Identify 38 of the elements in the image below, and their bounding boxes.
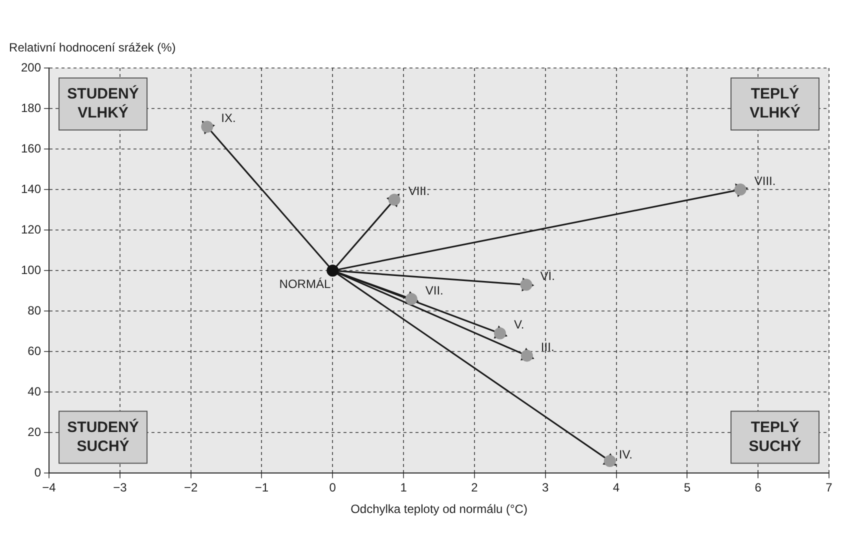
x-axis-title: Odchylka teploty od normálu (°C) [350,502,528,516]
x-tick-label: 0 [329,480,336,495]
annotation: VIII. [754,174,776,188]
annotation: TEPLÝ VLHKÝ [750,84,800,122]
x-tick-label: 1 [400,480,408,495]
y-tick-label: 100 [20,262,42,277]
y-tick-label: 120 [20,222,42,236]
x-tick-label: 5 [684,480,691,495]
y-tick-label: 140 [20,182,42,196]
y-tick-label: 200 [20,60,42,74]
y-tick-label: 60 [28,344,42,358]
annotation: IX. [221,111,236,126]
annotation: VI. [540,269,555,284]
annotation: TEPLÝ SUCHÝ [748,418,802,455]
x-tick-label: −3 [113,480,128,495]
x-tick-label: −2 [184,480,198,495]
annotation: IV. [618,447,632,462]
x-tick-label: 6 [754,480,762,495]
x-tick-label: 3 [542,480,550,495]
y-tick-label: 20 [28,424,42,439]
annotation: VII. [425,283,444,298]
x-tick-label: −1 [254,480,269,495]
y-tick-label: 40 [28,384,42,398]
annotation: STUDENÝ VLHKÝ [67,84,139,122]
x-tick-label: 4 [612,480,620,495]
x-tick-label: 2 [471,480,478,495]
x-tick-label: −4 [42,480,56,495]
annotation: NORMÁL [279,276,331,291]
y-tick-label: 180 [20,100,42,115]
annotation: V. [514,318,524,332]
y-tick-label: 0 [34,466,42,480]
y-tick-label: 160 [20,141,42,156]
annotation: VIII. [408,184,430,198]
x-tick-label: 7 [826,480,833,495]
annotation: STUDENÝ SUCHÝ [67,418,139,455]
y-axis-title: Relativní hodnocení srážek (%) [9,40,176,54]
y-tick-label: 80 [28,303,42,318]
annotation: III. [540,340,554,354]
